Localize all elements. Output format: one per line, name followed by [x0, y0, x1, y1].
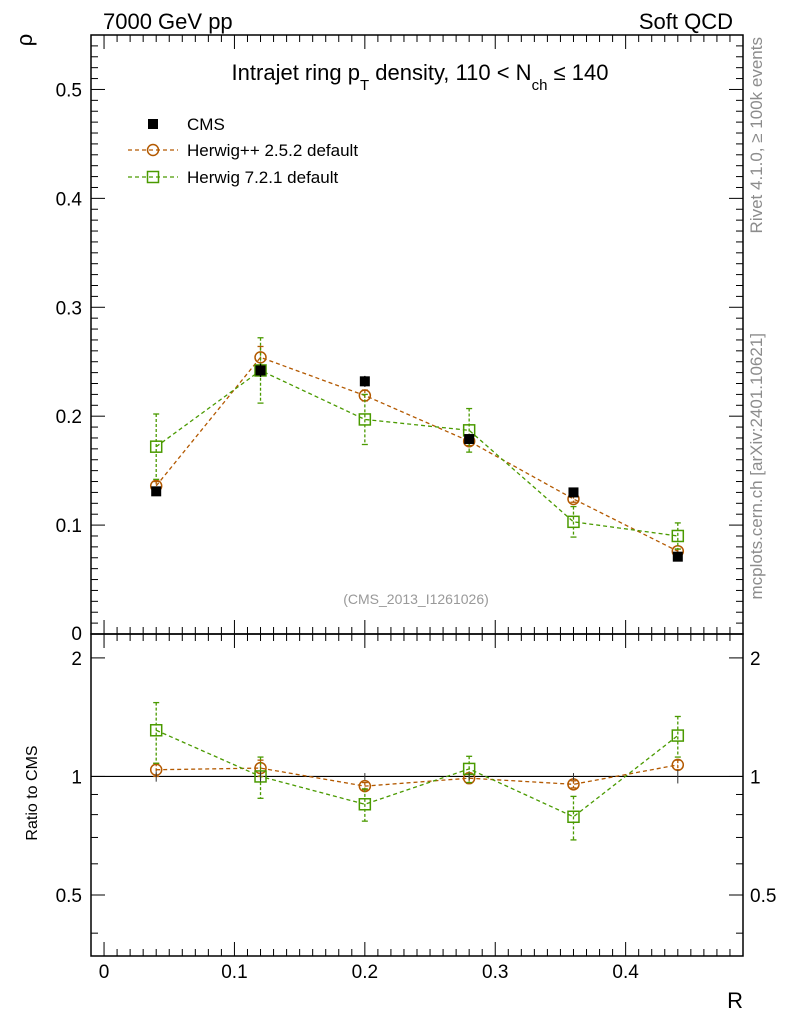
ratio-plot-frame — [90, 633, 744, 957]
ratio-series-line — [156, 764, 678, 787]
series-group — [149, 337, 685, 841]
ratio-tick-label-left: 0.5 — [56, 886, 82, 907]
series-open-circle — [149, 345, 685, 793]
ratio-point — [254, 770, 267, 783]
mcplots-label: mcplots.cern.ch [arXiv:2401.10621] — [747, 333, 766, 599]
data-point — [255, 365, 266, 376]
ratio-tick-label-left: 2 — [71, 649, 82, 670]
series-line — [155, 356, 679, 552]
legend-label: CMS — [187, 115, 225, 134]
legend-marker — [146, 170, 160, 184]
legend: CMS Herwig++ 2.5.2 default Herwig 7.2.1 de… — [128, 115, 358, 187]
chart-title: Intrajet ring pT density, 110 < Nch ≤ 14… — [232, 60, 609, 94]
data-point — [672, 551, 683, 562]
series-open-square — [149, 337, 685, 841]
y-axis-label: ρ — [12, 34, 37, 47]
data-point — [359, 376, 370, 387]
x-tick-label: 0.1 — [221, 962, 247, 983]
x-tick-label: 0 — [99, 962, 110, 983]
ratio-point — [358, 797, 372, 811]
x-axis-label: R — [727, 988, 743, 1013]
data-point — [671, 529, 685, 543]
legend-marker — [146, 143, 160, 157]
ratio-point — [671, 729, 685, 742]
rivet-label: Rivet 4.1.0, ≥ 100k events — [747, 37, 766, 233]
data-point — [464, 434, 475, 445]
data-point — [151, 486, 162, 497]
series-line — [155, 369, 678, 537]
y-tick-label: 0.1 — [56, 516, 82, 537]
legend-label: Herwig 7.2.1 default — [187, 168, 338, 187]
title-sub-nch: ch — [532, 77, 548, 94]
ratio-series-line — [155, 729, 679, 818]
data-point — [358, 413, 372, 426]
analysis-tag: (CMS_2013_I1261026) — [343, 591, 489, 607]
legend-marker — [148, 119, 158, 129]
ratio-y-axis-label: Ratio to CMS — [24, 745, 41, 840]
data-point — [149, 440, 163, 453]
y-tick-label-zero: 0 — [71, 624, 82, 645]
ratio-tick-label-right: 2 — [750, 649, 761, 670]
ratio-tick-label-left: 1 — [71, 767, 82, 788]
title-part-pre: Intrajet ring p — [232, 60, 360, 85]
axis-ticks — [91, 34, 743, 956]
data-point — [567, 515, 580, 529]
ratio-tick-label-right: 1 — [750, 767, 761, 788]
ratio-point — [149, 724, 163, 737]
title-sub-pt: T — [360, 77, 369, 94]
tick-labels: 0 0.1 0.2 0.3 0.4 0.1 0.2 0.3 0.4 0.5 0 0.5 0.5 1 1 2 2 — [56, 80, 777, 983]
title-part-mid: density, 110 < N — [369, 60, 531, 85]
header-right: Soft QCD — [639, 9, 733, 34]
x-tick-label: 0.2 — [352, 962, 378, 983]
y-tick-label: 0.3 — [56, 298, 82, 319]
ratio-point — [567, 810, 580, 824]
header-left: 7000 GeV pp — [103, 9, 233, 34]
y-tick-label: 0.5 — [56, 80, 82, 101]
title-part-post: ≤ 140 — [547, 60, 608, 85]
series-filled-square — [151, 363, 683, 784]
y-tick-label: 0.2 — [56, 407, 82, 428]
legend-label: Herwig++ 2.5.2 default — [187, 141, 358, 160]
x-tick-label: 0.4 — [612, 962, 639, 983]
x-tick-label: 0.3 — [482, 962, 508, 983]
y-tick-label: 0.4 — [56, 189, 83, 210]
ratio-tick-label-right: 0.5 — [750, 886, 776, 907]
data-point — [568, 487, 579, 498]
